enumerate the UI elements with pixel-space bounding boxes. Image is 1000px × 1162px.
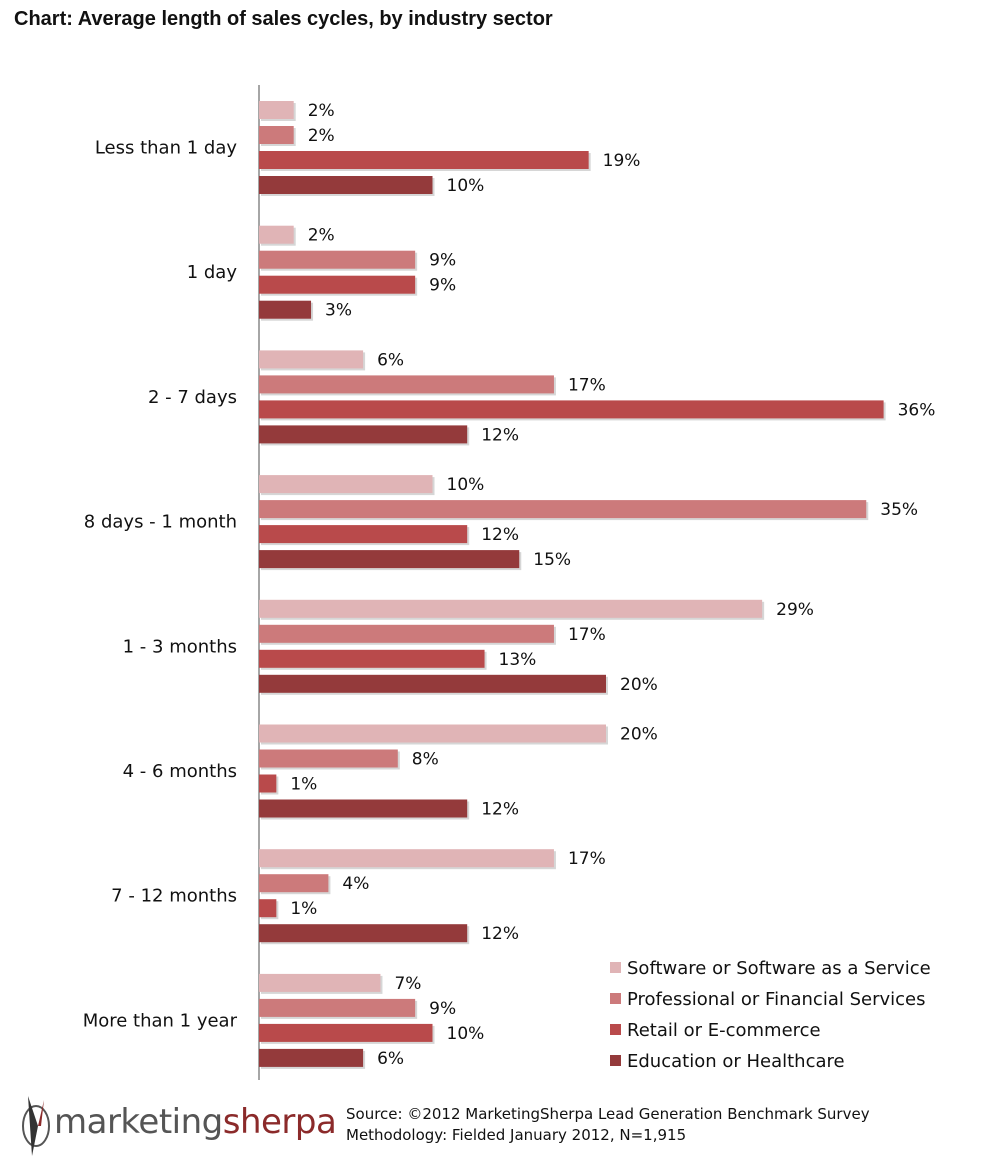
bar xyxy=(259,674,606,693)
bar xyxy=(259,151,589,169)
data-label: 12% xyxy=(481,525,519,545)
bar xyxy=(259,525,468,544)
data-label: 7% xyxy=(394,974,421,994)
bar xyxy=(259,724,606,743)
source-note: Source: ©2012 MarketingSherpa Lead Gener… xyxy=(346,1104,870,1146)
methodology-line: Methodology: Fielded January 2012, N=1,9… xyxy=(346,1126,687,1144)
bar xyxy=(259,599,763,618)
bar xyxy=(259,774,277,793)
data-label: 35% xyxy=(880,500,918,520)
bar xyxy=(259,225,294,244)
data-label: 9% xyxy=(429,251,456,271)
data-label: 19% xyxy=(603,151,641,171)
legend-swatch xyxy=(610,1024,621,1035)
legend-label: Professional or Financial Services xyxy=(627,989,925,1010)
data-label: 9% xyxy=(429,276,456,296)
legend-swatch xyxy=(610,1055,621,1066)
category-label: 1 - 3 months xyxy=(123,636,237,657)
bar xyxy=(259,649,485,668)
data-label: 1% xyxy=(290,899,317,919)
bar xyxy=(259,250,416,269)
bar xyxy=(259,899,277,918)
data-label: 36% xyxy=(898,400,936,420)
source-line: Source: ©2012 MarketingSherpa Lead Gener… xyxy=(346,1105,870,1123)
data-label: 2% xyxy=(308,226,335,246)
logo-text-marketing: marketing xyxy=(54,1102,223,1142)
bar xyxy=(259,400,884,419)
data-label: 13% xyxy=(499,650,537,670)
legend-label: Retail or E-commerce xyxy=(627,1020,821,1041)
bar xyxy=(259,924,468,943)
category-label: 8 days - 1 month xyxy=(84,512,237,533)
data-label: 17% xyxy=(568,849,606,869)
data-label: 20% xyxy=(620,725,658,745)
marketingsherpa-logo: marketingsherpa xyxy=(14,1090,344,1160)
bar xyxy=(259,973,381,992)
category-label: 4 - 6 months xyxy=(123,761,237,782)
bar xyxy=(259,300,312,319)
bar xyxy=(259,550,520,569)
data-label: 9% xyxy=(429,999,456,1019)
logo-text-sherpa: sherpa xyxy=(222,1102,337,1142)
bar xyxy=(259,500,867,519)
chart-title: Chart: Average length of sales cycles, b… xyxy=(14,8,553,30)
legend-swatch xyxy=(610,993,621,1004)
category-label: 7 - 12 months xyxy=(111,886,237,907)
data-label: 8% xyxy=(412,750,439,770)
data-label: 17% xyxy=(568,375,606,395)
legend-label: Education or Healthcare xyxy=(627,1051,845,1072)
bar xyxy=(259,375,554,394)
category-label: More than 1 year xyxy=(83,1010,238,1031)
data-label: 4% xyxy=(342,874,369,894)
bar xyxy=(259,624,554,643)
bar xyxy=(259,874,329,893)
data-label: 12% xyxy=(481,800,519,820)
bar xyxy=(259,275,416,294)
bar xyxy=(259,425,468,444)
data-label: 10% xyxy=(447,475,485,495)
compass-icon xyxy=(22,1096,50,1156)
bar xyxy=(259,998,416,1017)
data-label: 2% xyxy=(308,126,335,146)
data-label: 10% xyxy=(447,1024,485,1044)
bar xyxy=(259,849,554,868)
data-label: 1% xyxy=(290,775,317,795)
category-label: Less than 1 day xyxy=(95,138,238,159)
data-label: 17% xyxy=(568,625,606,645)
legend-swatch xyxy=(610,962,621,973)
bar xyxy=(259,350,364,369)
data-label: 29% xyxy=(776,600,814,620)
bar xyxy=(259,475,433,494)
data-label: 6% xyxy=(377,350,404,370)
bar xyxy=(259,176,433,194)
data-label: 10% xyxy=(447,176,485,196)
data-label: 15% xyxy=(533,550,571,570)
bar xyxy=(259,749,398,768)
bar xyxy=(259,1048,364,1067)
bar xyxy=(259,101,294,119)
bar xyxy=(259,799,468,818)
bar xyxy=(259,126,294,144)
bar xyxy=(259,1023,433,1042)
data-label: 3% xyxy=(325,301,352,321)
legend-label: Software or Software as a Service xyxy=(627,958,931,979)
data-label: 6% xyxy=(377,1049,404,1069)
bar-chart: Less than 1 day 2% 2% 19% 10% 1 day 2% 9% 9% 3% 2 … xyxy=(83,85,936,1080)
category-label: 1 day xyxy=(187,262,238,283)
data-label: 12% xyxy=(481,924,519,944)
data-label: 2% xyxy=(308,101,335,121)
data-label: 20% xyxy=(620,675,658,695)
data-label: 12% xyxy=(481,425,519,445)
category-label: 2 - 7 days xyxy=(148,387,237,408)
